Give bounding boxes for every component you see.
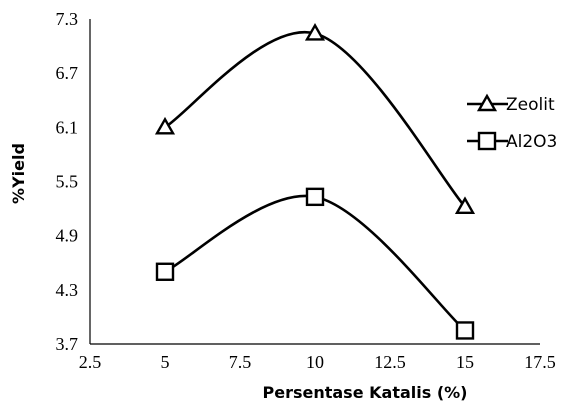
- data-point-triangle: [154, 116, 176, 135]
- series-layer: [154, 23, 476, 340]
- y-tick-label: 4.9: [56, 226, 79, 246]
- series-line: [164, 194, 466, 332]
- legend-marker-triangle: [476, 93, 498, 112]
- x-tick-labels: 2.5 5 7.5 10 12.5 15 17.5: [79, 352, 556, 372]
- legend-item: Zeolit: [467, 93, 555, 115]
- legend-marker-square: [477, 131, 497, 151]
- series-triangle: [154, 23, 476, 214]
- legend-label: Zeolit: [506, 95, 555, 115]
- legend: Zeolit Al2O3: [467, 93, 557, 152]
- data-point-triangle: [454, 196, 476, 214]
- legend-item: Al2O3: [467, 131, 557, 152]
- y-tick-label: 5.5: [56, 172, 79, 192]
- y-tick-label: 7.3: [56, 9, 79, 29]
- y-tick-labels: 3.7 4.3 4.9 5.5 6.1 6.7 7.3: [56, 9, 79, 354]
- data-point-square: [455, 321, 475, 340]
- axes: [89, 19, 540, 345]
- x-tick-label: 2.5: [79, 352, 102, 372]
- series-square: [155, 187, 475, 340]
- y-axis-title: %Yield: [9, 143, 28, 204]
- x-tick-label: 17.5: [524, 352, 556, 372]
- data-point-square: [155, 262, 175, 281]
- x-axis-title: Persentase Katalis (%): [263, 383, 468, 402]
- x-tick-label: 15: [456, 352, 474, 372]
- y-tick-label: 6.1: [56, 117, 79, 137]
- x-tick-label: 5: [161, 352, 170, 372]
- series-line: [164, 30, 466, 208]
- y-tick-label: 6.7: [56, 63, 79, 83]
- legend-label: Al2O3: [506, 132, 557, 152]
- data-point-square: [305, 187, 325, 207]
- y-tick-label: 3.7: [56, 334, 79, 354]
- y-tick-label: 4.3: [56, 280, 79, 300]
- x-tick-label: 7.5: [229, 352, 252, 372]
- data-point-triangle: [304, 23, 326, 41]
- x-tick-label: 12.5: [374, 352, 406, 372]
- x-tick-label: 10: [306, 352, 324, 372]
